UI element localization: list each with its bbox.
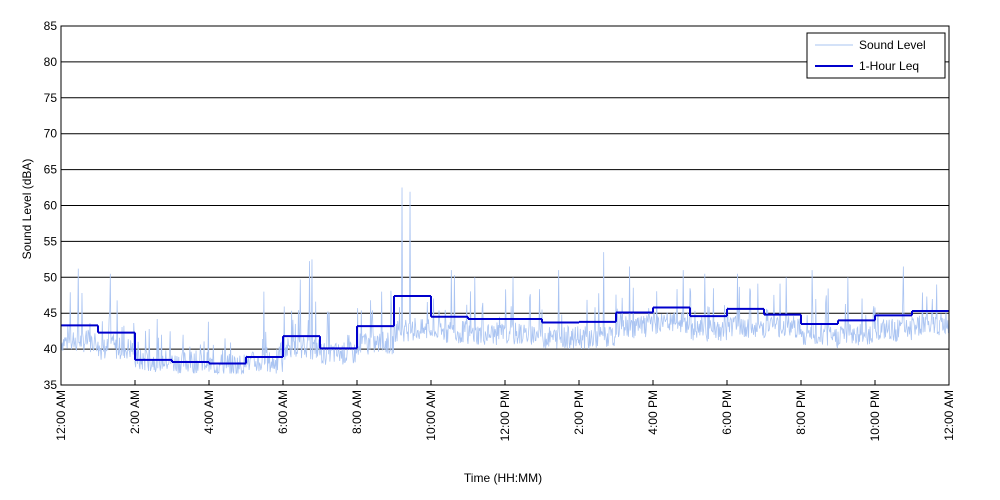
x-tick-label: 2:00 AM [128,390,142,434]
legend-label-sound-level: Sound Level [859,38,926,52]
x-tick-label: 6:00 PM [720,390,734,435]
x-axis-label: Time (HH:MM) [464,471,542,485]
y-tick-label: 40 [44,342,58,356]
y-tick-label: 45 [44,306,58,320]
x-tick-label: 12:00 AM [54,390,68,441]
y-tick-label: 65 [44,163,58,177]
legend-label-leq: 1-Hour Leq [859,59,919,73]
y-tick-label: 70 [44,127,58,141]
y-axis-ticks: 35 40 45 50 55 60 65 70 75 80 85 [44,19,58,392]
y-tick-label: 75 [44,91,58,105]
x-tick-label: 2:00 PM [572,390,586,435]
x-tick-label: 6:00 AM [276,390,290,434]
x-tick-label: 8:00 AM [350,390,364,434]
y-tick-label: 85 [44,19,58,33]
x-tick-label: 8:00 PM [794,390,808,435]
x-tick-label: 10:00 AM [424,390,438,441]
leq-series [61,294,949,365]
y-tick-label: 80 [44,55,58,69]
x-tick-label: 10:00 PM [868,390,882,441]
y-tick-label: 35 [44,378,58,392]
x-tick-label: 4:00 AM [202,390,216,434]
legend: Sound Level 1-Hour Leq [806,32,946,79]
y-axis-label: Sound Level (dBA) [20,159,34,260]
y-tick-label: 55 [44,234,58,248]
x-tick-label: 4:00 PM [646,390,660,435]
x-axis-ticks: 12:00 AM 2:00 AM 4:00 AM 6:00 AM 8:00 AM 10:0… [54,380,956,441]
legend-box [806,32,946,79]
x-tick-label: 12:00 AM [942,390,956,441]
y-tick-label: 50 [44,270,58,284]
y-tick-label: 60 [44,199,58,213]
x-tick-label: 12:00 PM [498,390,512,441]
